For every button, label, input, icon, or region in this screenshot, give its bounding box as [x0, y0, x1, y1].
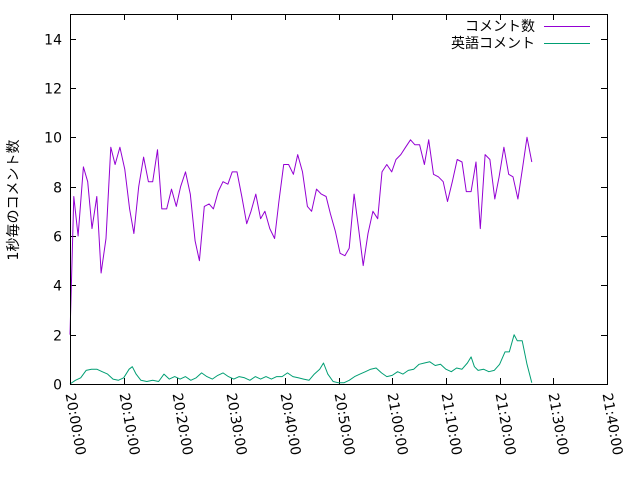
x-tick-label: 20:10:00 [116, 392, 143, 457]
series-lines [69, 136, 533, 385]
y-tick-label: 8 [53, 181, 62, 197]
x-tick-label: 21:10:00 [438, 392, 465, 457]
y-tick-label: 2 [53, 329, 62, 345]
y-tick-label: 12 [44, 82, 62, 98]
y-axis-label: 1秒毎のコメント数 [6, 140, 22, 261]
plot-frame [70, 14, 608, 385]
y-tick-label: 6 [53, 230, 62, 246]
legend-label-1: コメント数 [465, 19, 535, 35]
x-tick-label: 21:30:00 [545, 392, 572, 457]
y-tick-label: 0 [53, 378, 62, 394]
axis-ticks: 0 2 4 6 8 10 12 14 20:00:00 20:10:00 20:20:00 20:30… [44, 14, 625, 457]
x-tick-label: 20:20:00 [169, 392, 196, 457]
x-tick-label: 21:20:00 [492, 392, 519, 457]
x-tick-label: 20:00:00 [62, 392, 89, 457]
x-tick-label: 20:30:00 [223, 392, 250, 457]
series-line-2 [69, 334, 533, 385]
x-tick-label: 21:40:00 [599, 392, 626, 457]
x-tick-label: 21:00:00 [384, 392, 411, 457]
x-tick-label: 20:50:00 [331, 392, 358, 457]
y-tick-label: 10 [44, 131, 62, 147]
y-tick-label: 14 [44, 33, 62, 49]
y-tick-label: 4 [53, 279, 62, 295]
series-line-1 [69, 136, 533, 335]
legend-label-2: 英語コメント [451, 35, 535, 52]
x-tick-label: 20:40:00 [277, 392, 304, 457]
